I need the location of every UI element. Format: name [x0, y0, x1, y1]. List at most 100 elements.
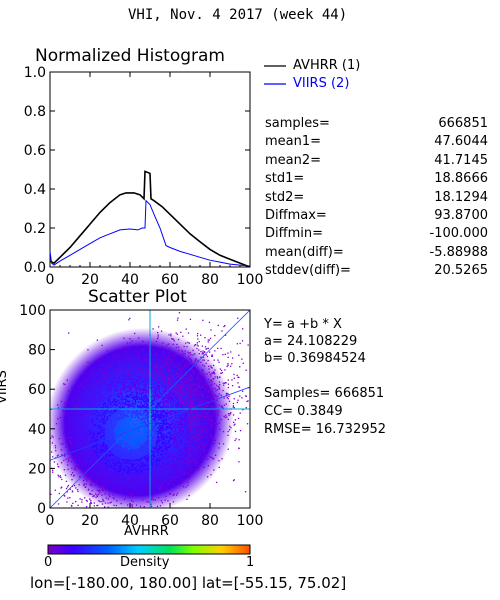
- scatter-point: [129, 429, 131, 431]
- scatter-point: [129, 405, 132, 407]
- scatter-point: [95, 482, 98, 484]
- scatter-point: [195, 368, 198, 370]
- scatter-point: [125, 394, 127, 397]
- scatter-point: [167, 473, 169, 475]
- scatter-point: [141, 455, 143, 457]
- scatter-point: [113, 410, 116, 413]
- scatter-point: [211, 354, 213, 356]
- scatter-point: [119, 417, 121, 419]
- scatter-point: [89, 478, 91, 480]
- scatter-point: [181, 391, 183, 393]
- scatter-point: [164, 423, 167, 425]
- scatter-point: [161, 429, 163, 431]
- scatter-point: [85, 454, 87, 456]
- scatter-point: [92, 431, 95, 433]
- scatter-point: [118, 469, 120, 471]
- scatter-point: [107, 416, 109, 418]
- scatter-point: [124, 434, 126, 436]
- scatter-point: [86, 410, 88, 412]
- scatter-point: [158, 430, 161, 432]
- scatter-point: [67, 484, 70, 487]
- scatter-point: [202, 356, 205, 358]
- scatter-point: [173, 353, 175, 355]
- scatter-point: [116, 412, 119, 414]
- scatter-point: [80, 454, 82, 457]
- scatter-point: [133, 463, 136, 465]
- scatter-point: [134, 383, 136, 385]
- scatter-point: [191, 409, 193, 411]
- scatter-point: [190, 446, 192, 448]
- scatter-point: [113, 452, 115, 454]
- scatter-point: [81, 416, 84, 418]
- scatter-point: [168, 418, 170, 420]
- scatter-point: [162, 410, 164, 412]
- scatter-point: [212, 443, 214, 445]
- scatter-point: [238, 439, 240, 441]
- scatter-point: [146, 414, 149, 416]
- scatter-point: [116, 462, 118, 464]
- scatter-point: [172, 393, 175, 395]
- scatter-point: [159, 432, 161, 434]
- scatter-point: [128, 436, 130, 438]
- scatter-point: [124, 451, 126, 453]
- scatter-point: [102, 475, 104, 477]
- scatter-point: [109, 432, 111, 434]
- scatter-point: [189, 318, 192, 320]
- scatter-point: [159, 414, 161, 416]
- scatter-point: [193, 410, 196, 412]
- scatter-point: [114, 447, 116, 449]
- scatter-point: [137, 436, 139, 439]
- scatter-point: [190, 427, 192, 430]
- scatter-point: [150, 383, 152, 385]
- scatter-point: [107, 409, 109, 411]
- scatter-point: [137, 405, 139, 407]
- scatter-point: [105, 452, 107, 454]
- scatter-point: [157, 467, 159, 469]
- scatter-point: [198, 421, 200, 423]
- scatter-point: [113, 413, 115, 415]
- scatter-point: [134, 424, 137, 426]
- scatter-point: [120, 463, 122, 465]
- scatter-point: [165, 370, 167, 372]
- scatter-point: [127, 470, 129, 473]
- scatter-point: [127, 431, 130, 433]
- scatter-point: [93, 502, 95, 504]
- scatter-point: [173, 431, 175, 433]
- scatter-point: [173, 419, 175, 421]
- scatter-point: [136, 412, 138, 414]
- scatter-point: [150, 386, 152, 389]
- scatter-point: [167, 427, 169, 429]
- scatter-point: [167, 381, 169, 383]
- scatter-point: [147, 468, 150, 470]
- scatter-point: [134, 448, 137, 451]
- scatter-point: [131, 449, 133, 451]
- scatter-point: [116, 405, 118, 407]
- scatter-point: [105, 469, 107, 471]
- scatter-point: [193, 373, 195, 375]
- scatter-point: [133, 486, 135, 488]
- scatter-point: [56, 463, 59, 465]
- scatter-point: [245, 407, 247, 409]
- scatter-point: [193, 345, 196, 347]
- scatter-point: [225, 382, 227, 384]
- scatter-point: [129, 474, 131, 476]
- scatter-point: [93, 406, 95, 408]
- scatter-point: [97, 449, 99, 451]
- scatter-point: [239, 395, 241, 397]
- scatter-point: [148, 352, 150, 354]
- scatter-point: [175, 378, 177, 380]
- scatter-point: [169, 417, 171, 419]
- scatter-point: [148, 341, 150, 344]
- scatter-point: [72, 502, 74, 504]
- scatter-point: [142, 466, 144, 468]
- scatter-point: [104, 481, 106, 483]
- scatter-point: [175, 417, 177, 419]
- scatter-point: [137, 481, 139, 483]
- scatter-point: [140, 472, 143, 475]
- scatter-point: [145, 359, 147, 361]
- scatter-point: [83, 479, 85, 482]
- scatter-point: [157, 372, 159, 374]
- scatter-point: [58, 438, 60, 440]
- scatter-point: [131, 466, 133, 469]
- scatter-point: [135, 504, 138, 506]
